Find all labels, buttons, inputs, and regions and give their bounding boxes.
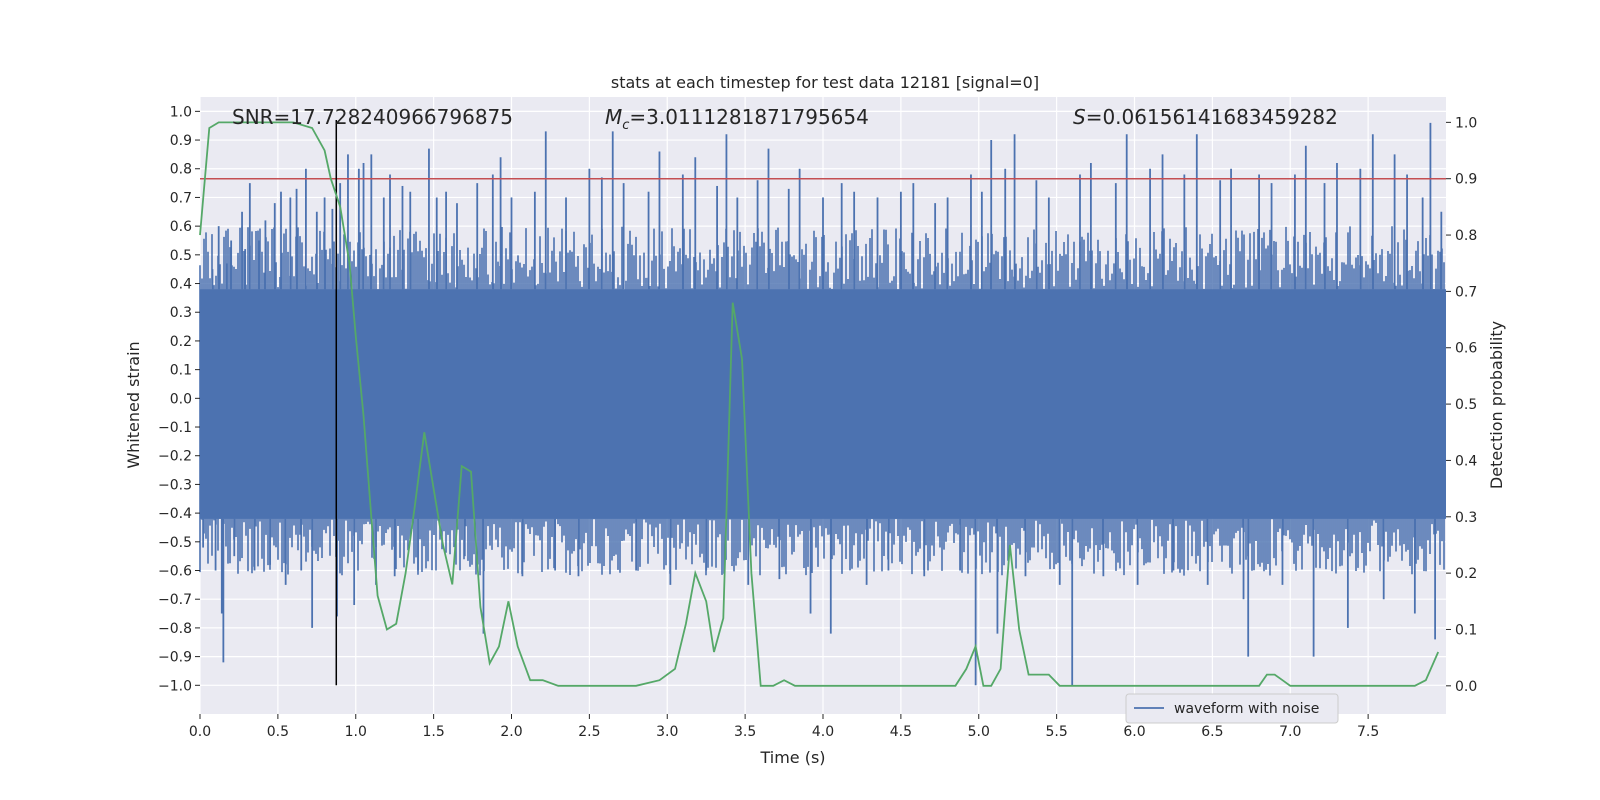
chirp-mass-symbol: M — [605, 105, 622, 129]
chart-title: stats at each timestep for test data 121… — [611, 73, 1039, 92]
y-tick-label: 0.0 — [170, 391, 192, 407]
x-tick-label: 2.0 — [500, 724, 522, 740]
snr-annotation: SNR=17.728240966796875 — [232, 105, 513, 129]
s-annotation: S=0.06156141683459282 — [1073, 105, 1338, 129]
y2-tick-label: 0.5 — [1455, 397, 1477, 413]
y-tick-label: −0.5 — [158, 535, 192, 551]
x-tick-label: 4.0 — [812, 724, 834, 740]
s-symbol: S — [1073, 105, 1086, 129]
y-tick-label: −0.6 — [158, 564, 192, 580]
y2-tick-label: 1.0 — [1455, 115, 1477, 131]
y-tick-label: −0.8 — [158, 621, 192, 637]
x-tick-label: 0.5 — [267, 724, 289, 740]
legend: waveform with noise — [1125, 693, 1339, 724]
y-tick-label: 0.9 — [170, 133, 192, 149]
x-tick-label: 0.0 — [189, 724, 211, 740]
chirp-mass-value: =3.0111281871795654 — [629, 105, 868, 129]
x-tick-label: 6.0 — [1123, 724, 1145, 740]
y-tick-label: −0.7 — [158, 592, 192, 608]
y2-tick-label: 0.6 — [1455, 341, 1477, 357]
waveform-series — [199, 122, 1446, 686]
y2-tick-label: 0.2 — [1455, 566, 1477, 582]
x-tick-label: 1.0 — [345, 724, 367, 740]
x-axis: 0.0 0.5 1.0 1.5 2.0 2.5 3.0 3.5 4.0 4.5 5.0 5.5 6.0 6… — [189, 714, 1379, 740]
y-tick-label: −0.4 — [158, 506, 192, 522]
y2-tick-label: 0.3 — [1455, 510, 1477, 526]
x-tick-label: 1.5 — [422, 724, 444, 740]
y-axis-right: 1.0 0.9 0.8 0.7 0.6 0.5 0.4 0.3 0.2 0.1 0.0 — [1446, 115, 1477, 695]
x-tick-label: 6.5 — [1201, 724, 1223, 740]
x-tick-label: 4.5 — [890, 724, 912, 740]
y-tick-label: −0.9 — [158, 650, 192, 666]
x-tick-label: 5.0 — [968, 724, 990, 740]
y-tick-label: 0.3 — [170, 305, 192, 321]
x-tick-label: 7.5 — [1357, 724, 1379, 740]
y-tick-label: 0.5 — [170, 248, 192, 264]
y-tick-label: 0.6 — [170, 219, 192, 235]
waveform-texture — [199, 226, 1445, 576]
chirp-mass-annotation: Mc=3.0111281871795654 — [605, 105, 869, 133]
y2-tick-label: 0.1 — [1455, 622, 1477, 638]
legend-box — [1125, 693, 1339, 724]
y2-tick-label: 0.7 — [1455, 284, 1477, 300]
y-tick-label: −1.0 — [158, 678, 192, 694]
waveform-band — [200, 289, 1446, 519]
x-tick-label: 3.5 — [734, 724, 756, 740]
y-tick-label: 0.1 — [170, 363, 192, 379]
y2-tick-label: 0.9 — [1455, 172, 1477, 188]
y-tick-label: 1.0 — [170, 104, 192, 120]
y-tick-label: 0.8 — [170, 162, 192, 178]
x-tick-label: 3.0 — [656, 724, 678, 740]
x-tick-label: 2.5 — [578, 724, 600, 740]
chirp-mass-subscript: c — [622, 118, 629, 133]
y-tick-label: 0.2 — [170, 334, 192, 350]
x-axis-title: Time (s) — [759, 748, 825, 767]
y-tick-label: 0.7 — [170, 190, 192, 206]
x-tick-label: 7.0 — [1279, 724, 1301, 740]
x-tick-label: 5.5 — [1045, 724, 1067, 740]
y2-tick-label: 0.4 — [1455, 453, 1477, 469]
probability-line — [199, 121, 1440, 687]
legend-label-waveform: waveform with noise — [1174, 701, 1319, 717]
y-tick-label: −0.3 — [158, 477, 192, 493]
y-tick-label: −0.1 — [158, 420, 192, 436]
overlay-lines — [199, 119, 1446, 687]
s-value: =0.06156141683459282 — [1086, 105, 1338, 129]
y-axis-left: 1.0 0.9 0.8 0.7 0.6 0.5 0.4 0.3 0.2 0.1 0.0 −0.1 −0.… — [158, 104, 200, 694]
y2-tick-label: 0.8 — [1455, 228, 1477, 244]
y2-tick-label: 0.0 — [1455, 679, 1477, 695]
y-tick-label: 0.4 — [170, 277, 192, 293]
y-tick-label: −0.2 — [158, 449, 192, 465]
y2-axis-title: Detection probability — [1487, 321, 1506, 489]
y-axis-title: Whitened strain — [124, 341, 143, 468]
